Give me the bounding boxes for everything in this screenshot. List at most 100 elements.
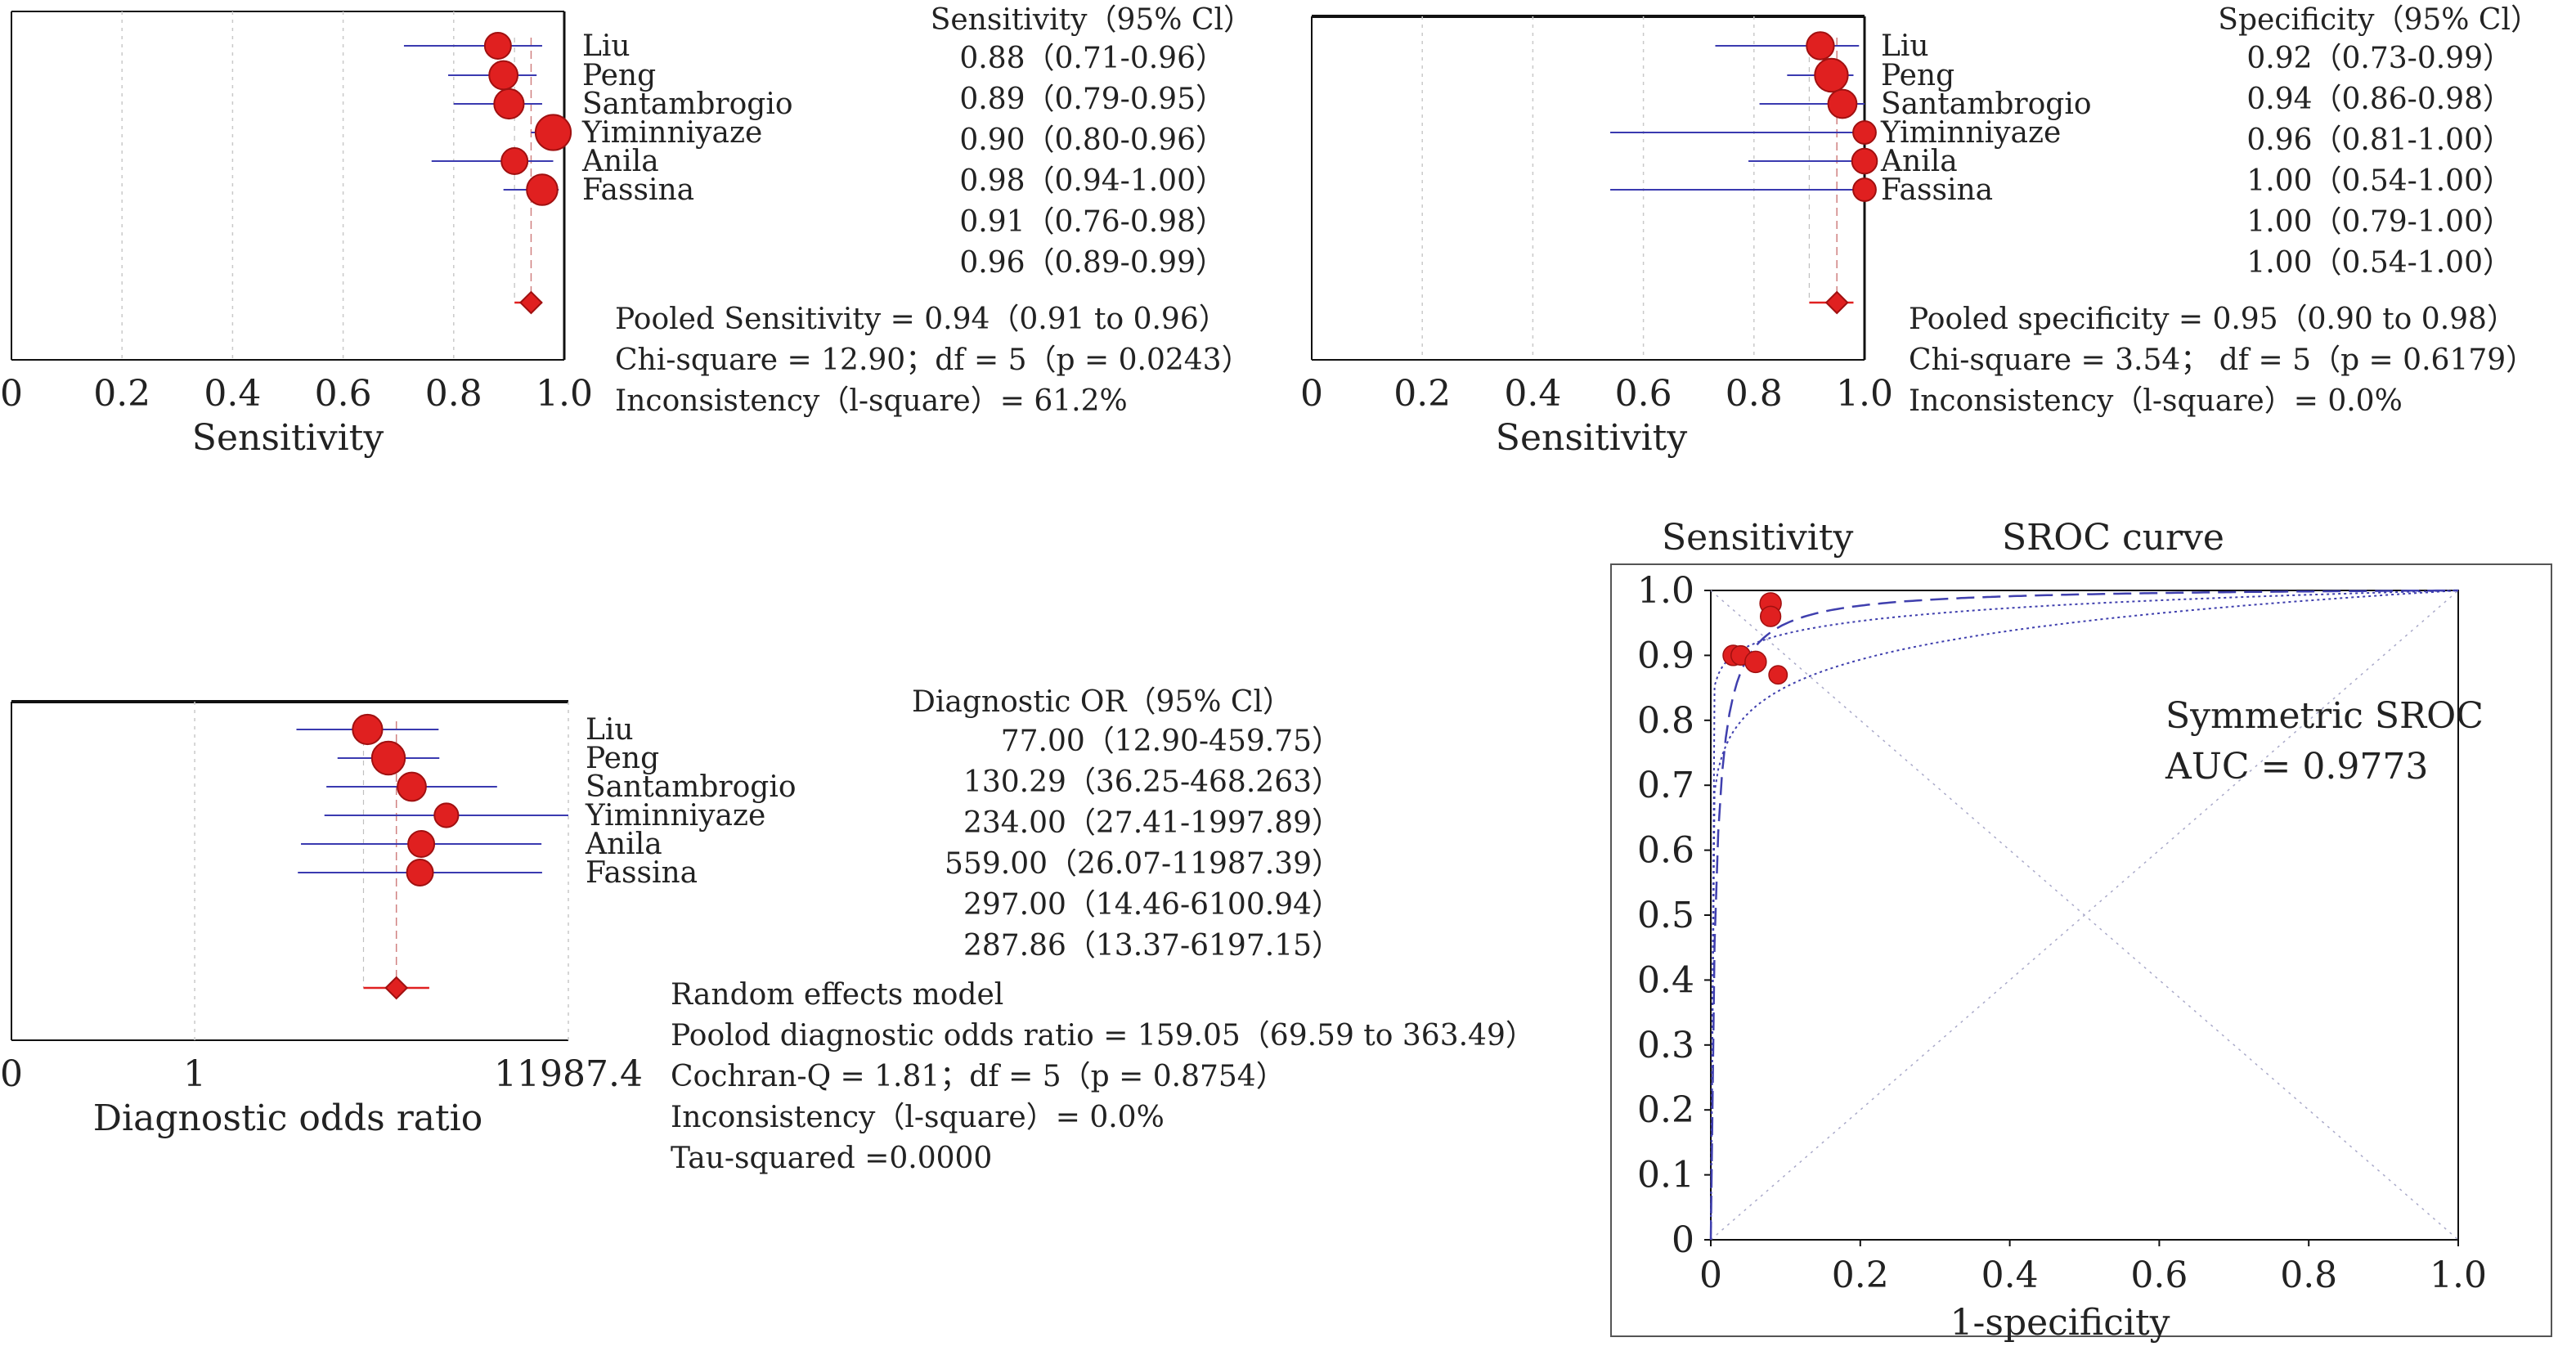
pooled-diamond xyxy=(384,976,409,1000)
anti-diagonal xyxy=(1710,590,2459,1241)
y-tick-label: 0 xyxy=(1672,1219,1694,1261)
ci-value-label: 234.00（27.41-1997.89） xyxy=(963,806,1341,840)
x-tick-label: 1.0 xyxy=(2430,1254,2487,1296)
y-tick-label: 0.4 xyxy=(1637,959,1694,1001)
summary-stat-label: Poolod diagnostic odds ratio = 159.05（69… xyxy=(671,1019,1535,1053)
x-axis-title: Sensitivity xyxy=(1496,417,1688,459)
x-tick-label: 0 xyxy=(1699,1254,1722,1296)
point-marker xyxy=(433,802,460,828)
sensitivity-forest-panel: 0 0.2 0.4 0.6 0.8 1.0 Sensitivity LiuPengSantam… xyxy=(0,3,1253,459)
point-marker xyxy=(1852,177,1877,202)
x-tick-label: 0 xyxy=(1300,373,1323,415)
x-tick-label: 0.2 xyxy=(93,373,150,415)
point-marker xyxy=(370,740,406,776)
point-marker xyxy=(1827,88,1858,119)
study-label: Fassina xyxy=(582,173,694,207)
chart-title: SROC curve xyxy=(2002,517,2224,559)
dor-forest-panel: 0 1 11987.4 Diagnostic odds ratio LiuPengSan… xyxy=(0,685,1535,1175)
study-label: Santambrogio xyxy=(1881,88,2092,121)
y-axis-title: Sensitivity xyxy=(1662,517,1854,559)
point-marker xyxy=(488,60,519,91)
x-tick-label: 0.8 xyxy=(1726,373,1783,415)
study-label: Peng xyxy=(586,742,659,775)
pooled-diamond xyxy=(1824,290,1849,315)
x-tick-label: 0.2 xyxy=(1393,373,1451,415)
point-marker xyxy=(526,173,559,206)
ci-value-label: 1.00（0.54-1.00） xyxy=(2246,164,2512,198)
y-tick-label: 0.2 xyxy=(1637,1089,1694,1131)
x-tick-label: 0.6 xyxy=(315,373,372,415)
study-label: Peng xyxy=(582,59,656,92)
ci-column-header: Specificity（95% Cl） xyxy=(2218,3,2540,37)
x-tick-label: 0.6 xyxy=(2130,1254,2188,1296)
sroc-upper-band xyxy=(1710,590,2459,1241)
point-marker xyxy=(352,713,384,746)
specificity-forest-panel: 0 0.2 0.4 0.6 0.8 1.0 Sensitivity LiuPengSantam… xyxy=(1300,3,2540,459)
y-tick-label: 0.3 xyxy=(1637,1025,1694,1066)
x-tick-label: 0.6 xyxy=(1615,373,1672,415)
pooled-diamond xyxy=(519,290,543,315)
study-label: Liu xyxy=(586,713,634,747)
study-label: Fassina xyxy=(586,856,698,890)
sroc-outer-frame xyxy=(1610,563,2552,1337)
point-marker xyxy=(397,771,427,802)
ci-value-label: 0.98（0.94-1.00） xyxy=(959,164,1225,198)
summary-stat-label: Cochran-Q = 1.81；df = 5（p = 0.8754） xyxy=(671,1060,1286,1093)
point-marker xyxy=(1768,665,1788,685)
summary-stat-label: Inconsistency（l-square）= 0.0% xyxy=(1909,384,2403,418)
x-tick-label: 0.8 xyxy=(425,373,482,415)
sroc-model-label: Symmetric SROC xyxy=(2165,695,2484,737)
x-tick-label: 0 xyxy=(0,373,23,415)
ci-value-label: 559.00（26.07-11987.39） xyxy=(945,847,1341,881)
point-marker xyxy=(493,88,525,120)
ci-value-label: 0.92（0.73-0.99） xyxy=(2246,42,2512,75)
x-axis-title: Diagnostic odds ratio xyxy=(93,1097,482,1139)
y-tick-label: 0.5 xyxy=(1637,895,1694,936)
study-label: Santambrogio xyxy=(586,770,797,804)
summary-stat-label: Inconsistency（l-square）= 0.0% xyxy=(671,1101,1165,1134)
ci-value-label: 1.00（0.79-1.00） xyxy=(2246,205,2512,239)
x-tick-label: 0.4 xyxy=(1504,373,1561,415)
point-marker xyxy=(1759,605,1782,627)
study-label: Peng xyxy=(1881,59,1954,92)
y-tick-label: 0.6 xyxy=(1637,830,1694,872)
study-label: Yiminniyaze xyxy=(581,116,762,150)
point-marker xyxy=(406,859,434,886)
point-marker xyxy=(1852,120,1877,145)
ci-value-label: 0.90（0.80-0.96） xyxy=(959,123,1225,157)
y-tick-label: 0.1 xyxy=(1637,1155,1694,1196)
y-tick-label: 0.9 xyxy=(1637,635,1694,676)
sroc-lower-band xyxy=(1710,590,2459,1241)
study-label: Liu xyxy=(1881,29,1929,63)
x-tick-label: 0.2 xyxy=(1832,1254,1889,1296)
y-tick-label: 0.8 xyxy=(1637,700,1694,742)
ci-value-label: 77.00（12.90-459.75） xyxy=(1001,725,1341,758)
study-label: Liu xyxy=(582,29,631,63)
summary-stat-label: Pooled specificity = 0.95（0.90 to 0.98） xyxy=(1909,303,2516,336)
summary-stat-label: Pooled Sensitivity = 0.94（0.91 to 0.96） xyxy=(615,303,1228,336)
x-axis-title: Sensitivity xyxy=(192,417,384,459)
study-label: Yiminniyaze xyxy=(1880,116,2061,150)
point-marker xyxy=(500,147,529,175)
point-marker xyxy=(483,32,512,60)
point-marker xyxy=(407,830,436,858)
ci-value-label: 0.96（0.81-1.00） xyxy=(2246,123,2512,157)
summary-stat-label: Inconsistency（l-square）= 61.2% xyxy=(615,384,1128,418)
point-marker xyxy=(1806,31,1835,61)
study-label: Fassina xyxy=(1881,173,1993,207)
summary-stat-label: Chi-square = 3.54； df = 5（p = 0.6179） xyxy=(1909,343,2535,377)
x-tick-label: 1.0 xyxy=(1836,373,1893,415)
auc-label: AUC = 0.9773 xyxy=(2165,746,2428,788)
summary-stat-label: Chi-square = 12.90；df = 5（p = 0.0243） xyxy=(615,343,1251,377)
x-axis-title: 1-specificity xyxy=(1950,1302,2170,1344)
study-label: Santambrogio xyxy=(582,88,793,121)
study-label: Anila xyxy=(581,145,659,178)
sroc-curve xyxy=(1709,589,2458,1241)
x-tick-label: 0.8 xyxy=(2280,1254,2337,1296)
point-marker xyxy=(1814,57,1849,93)
x-tick-label: 11987.4 xyxy=(494,1053,643,1095)
ci-column-header: Sensitivity（95% Cl） xyxy=(931,3,1253,37)
x-tick-label: 0.4 xyxy=(204,373,261,415)
y-tick-label: 1.0 xyxy=(1637,570,1694,612)
